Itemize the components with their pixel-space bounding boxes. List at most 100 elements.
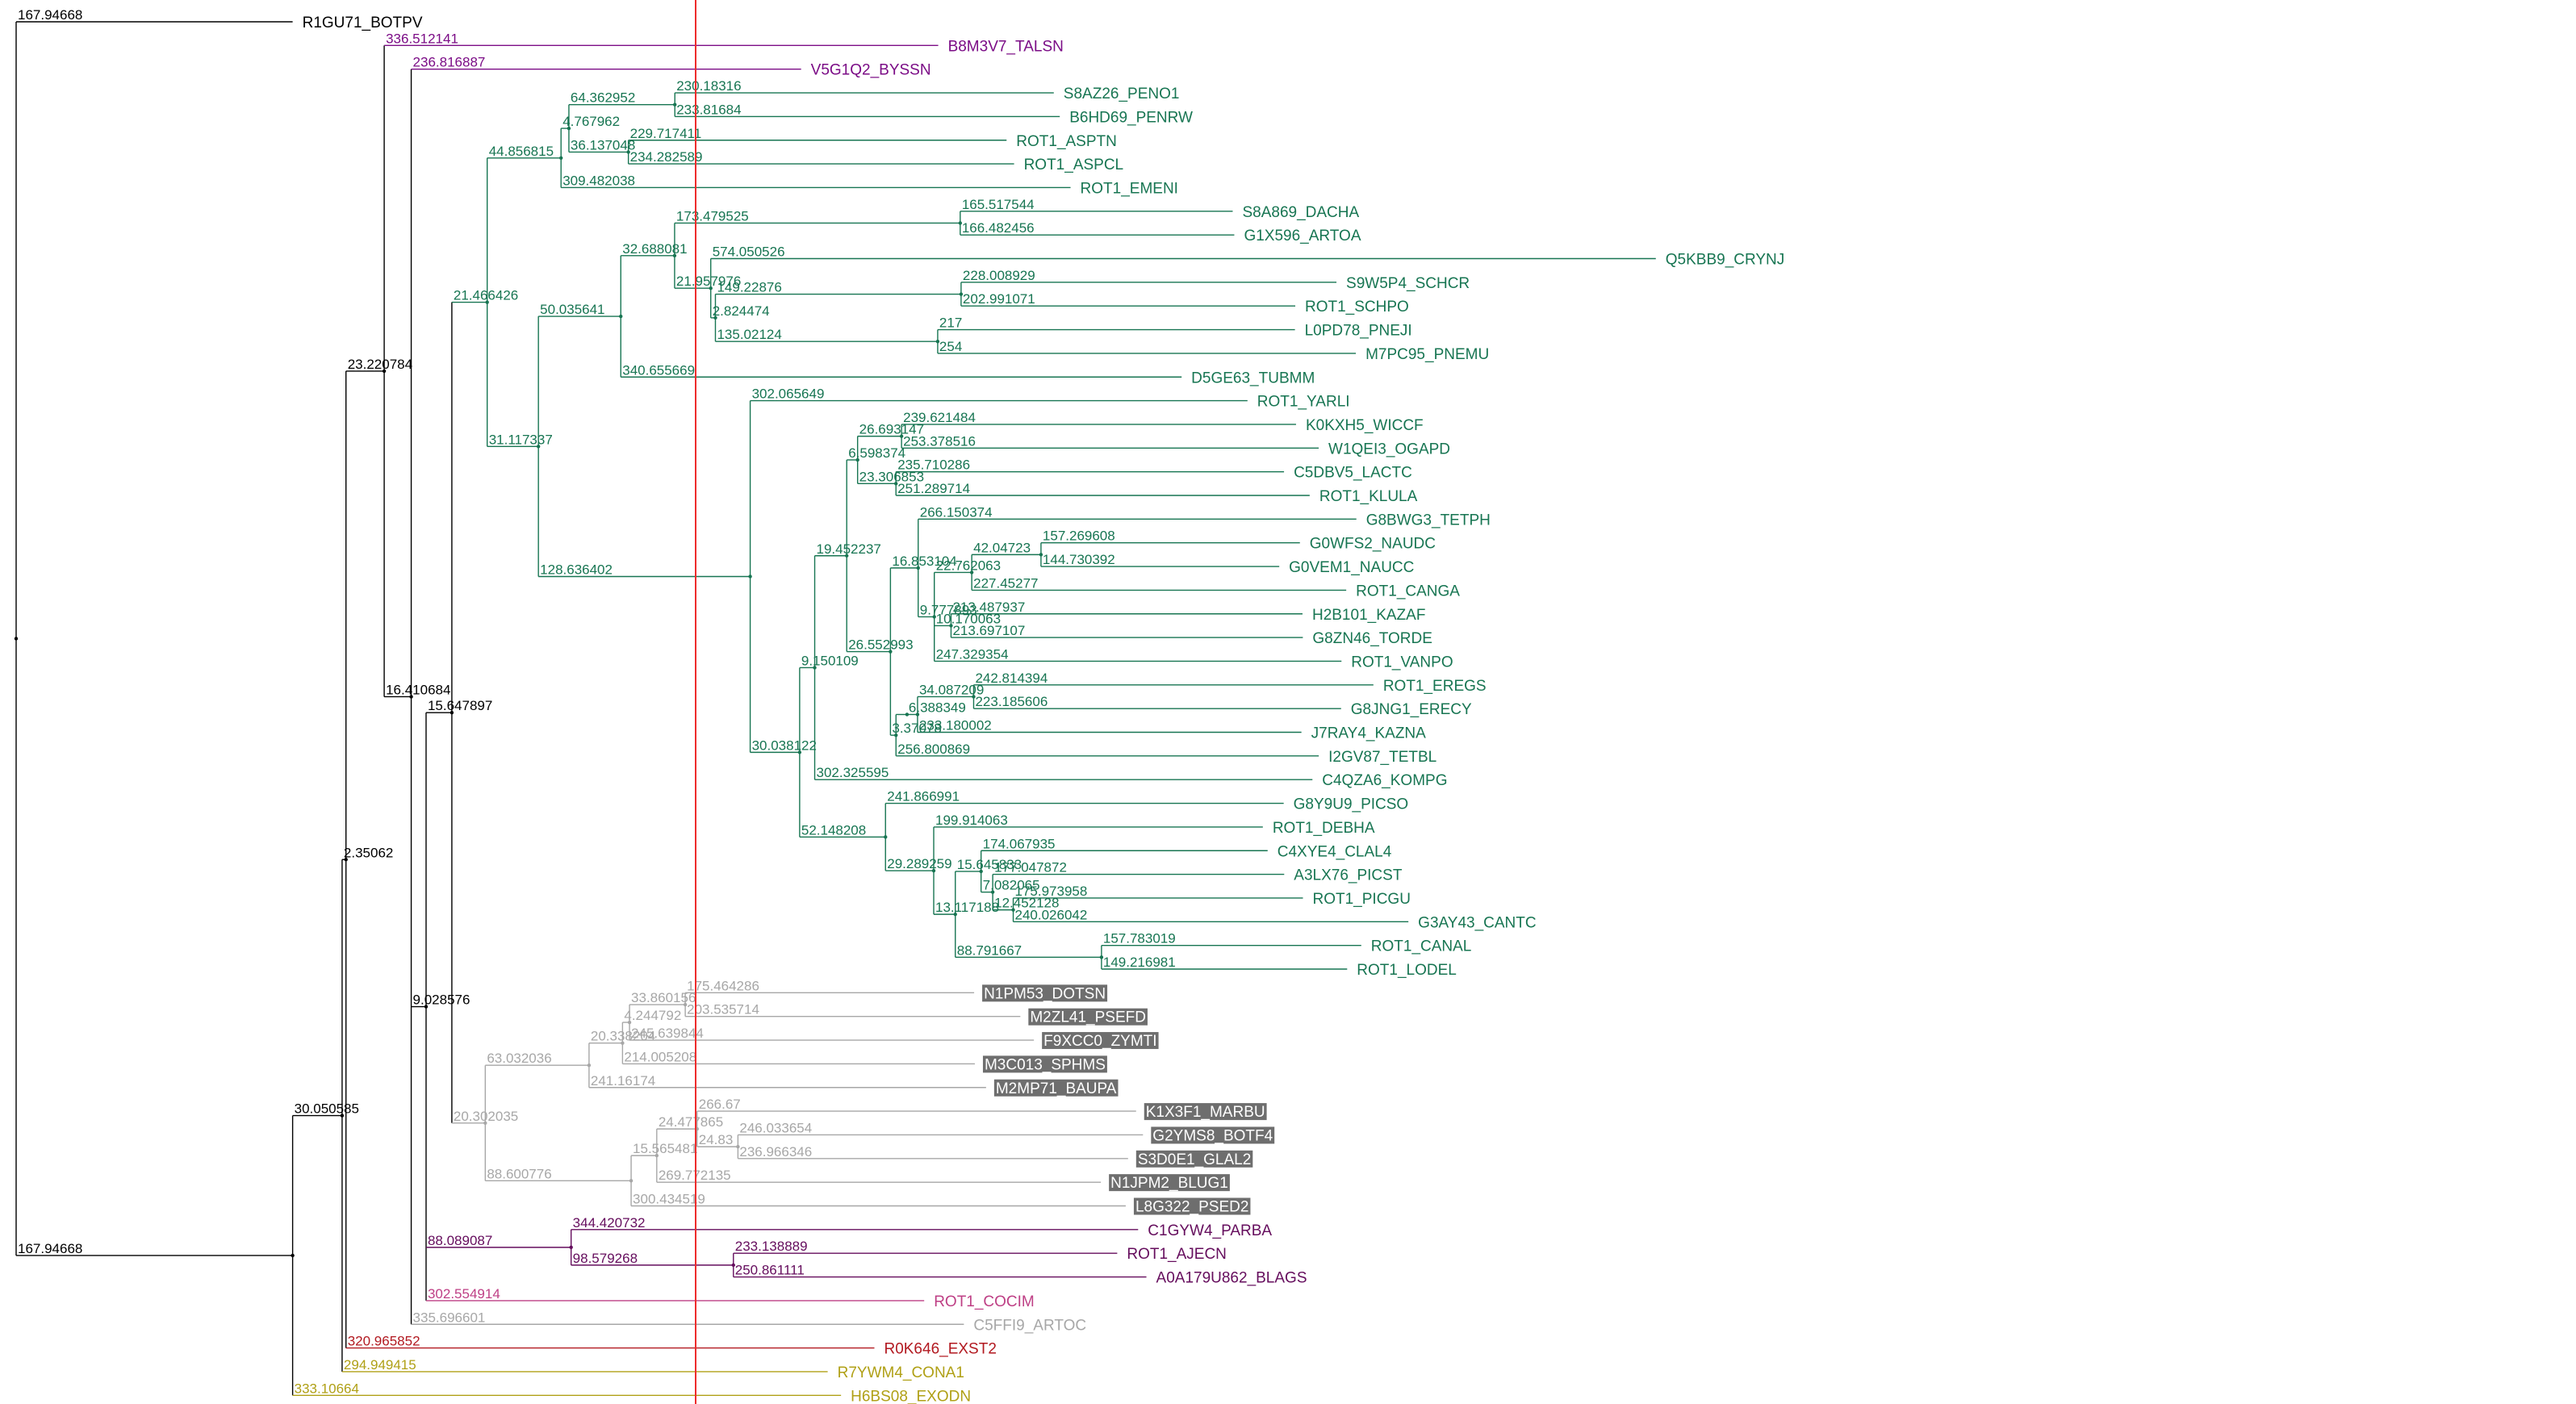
branch-length-label: 2.35062 bbox=[344, 845, 393, 860]
leaf-name[interactable]: M2ZL41_PSEFD bbox=[1030, 1009, 1146, 1026]
branch-length-label: 9.777893 bbox=[920, 602, 977, 617]
internal-node bbox=[931, 868, 936, 873]
leaf-name[interactable]: B6HD69_PENRW bbox=[1069, 109, 1193, 126]
leaf-name[interactable]: G8Y9U9_PICSO bbox=[1294, 796, 1409, 813]
internal-node bbox=[797, 750, 802, 754]
leaf-name[interactable]: W1QEI3_OGAPD bbox=[1328, 441, 1450, 458]
leaf-name-box[interactable]: M2MP71_BAUPA bbox=[993, 1079, 1119, 1097]
branch-length-label: 213.697107 bbox=[952, 623, 1025, 638]
leaf-name[interactable]: N1PM53_DOTSN bbox=[984, 985, 1106, 1002]
leaf-name-box[interactable]: G2YMS8_BOTF4 bbox=[1151, 1126, 1275, 1144]
branch-length-label: 320.965852 bbox=[348, 1334, 420, 1349]
leaf-name-box[interactable]: N1PM53_DOTSN bbox=[982, 984, 1108, 1002]
internal-node bbox=[569, 1245, 573, 1250]
leaf-name[interactable]: ROT1_KLULA bbox=[1319, 488, 1418, 505]
leaf-name[interactable]: V5G1Q2_BYSSN bbox=[811, 62, 931, 79]
leaf-name[interactable]: G8ZN46_TORDE bbox=[1312, 630, 1432, 647]
leaf-name[interactable]: C4QZA6_KOMPG bbox=[1322, 772, 1447, 789]
internal-node bbox=[683, 1002, 688, 1007]
branch-length-label: 21.466426 bbox=[454, 288, 518, 303]
leaf-name[interactable]: ROT1_LODEL bbox=[1357, 962, 1457, 979]
leaf-name[interactable]: ROT1_AJECN bbox=[1127, 1246, 1227, 1263]
internal-node bbox=[672, 253, 677, 258]
leaf-name[interactable]: ROT1_VANPO bbox=[1351, 654, 1453, 671]
leaf-name[interactable]: K1X3F1_MARBU bbox=[1146, 1104, 1265, 1121]
leaf-name[interactable]: G0WFS2_NAUDC bbox=[1310, 536, 1436, 553]
branch-length-label: 344.420732 bbox=[573, 1215, 646, 1231]
leaf-name-box[interactable]: M2ZL41_PSEFD bbox=[1028, 1008, 1148, 1026]
branch-length-label: 269.772135 bbox=[659, 1168, 731, 1183]
leaf-name-box[interactable]: M3C013_SPHMS bbox=[982, 1055, 1107, 1073]
leaf-name[interactable]: M7PC95_PNEMU bbox=[1365, 346, 1489, 363]
internal-node bbox=[953, 912, 957, 917]
leaf-name[interactable]: H6BS08_EXODN bbox=[851, 1388, 971, 1404]
leaf-name-box[interactable]: S3D0E1_GLAL2 bbox=[1135, 1150, 1253, 1168]
leaf-name[interactable]: A3LX76_PICST bbox=[1294, 867, 1403, 884]
branch-length-label: 23.220784 bbox=[348, 357, 412, 372]
leaf-name[interactable]: F9XCC0_ZYMTI bbox=[1043, 1033, 1156, 1050]
leaf-name[interactable]: ROT1_ASPTN bbox=[1016, 133, 1117, 150]
branch-length-label: 9.028576 bbox=[413, 992, 470, 1008]
internal-node bbox=[916, 566, 920, 570]
leaf-name[interactable]: N1JPM2_BLUG1 bbox=[1110, 1175, 1228, 1192]
leaf-name[interactable]: R7YWM4_CONA1 bbox=[838, 1364, 964, 1381]
leaf-name[interactable]: G2YMS8_BOTF4 bbox=[1152, 1127, 1273, 1144]
leaf-name[interactable]: M2MP71_BAUPA bbox=[996, 1080, 1117, 1097]
leaf-name[interactable]: ROT1_PICGU bbox=[1313, 891, 1411, 908]
leaf-name[interactable]: R1GU71_BOTPV bbox=[303, 15, 423, 31]
leaf-name-box[interactable]: F9XCC0_ZYMTI bbox=[1042, 1032, 1159, 1050]
leaf-name[interactable]: L0PD78_PNEJI bbox=[1305, 323, 1412, 340]
leaf-name[interactable]: ROT1_CANGA bbox=[1356, 583, 1460, 600]
branch-length-label: 22.762063 bbox=[936, 558, 1001, 573]
leaf-name[interactable]: Q5KBB9_CRYNJ bbox=[1666, 252, 1785, 269]
leaf-name[interactable]: G8JNG1_ERECY bbox=[1351, 701, 1472, 718]
leaf-name[interactable]: K0KXH5_WICCF bbox=[1306, 417, 1424, 434]
leaf-name[interactable]: ROT1_EREGS bbox=[1383, 678, 1487, 695]
branch-length-label: 251.289714 bbox=[897, 481, 970, 496]
leaf-name[interactable]: G0VEM1_NAUCC bbox=[1289, 559, 1414, 576]
leaf-name[interactable]: C1GYW4_PARBA bbox=[1148, 1222, 1272, 1239]
internal-node bbox=[485, 300, 489, 304]
internal-node bbox=[736, 1144, 740, 1149]
internal-node bbox=[14, 637, 19, 641]
leaf-name[interactable]: A0A179U862_BLAGS bbox=[1156, 1270, 1307, 1287]
leaf-name[interactable]: ROT1_SCHPO bbox=[1305, 299, 1409, 315]
leaf-name[interactable]: G8BWG3_TETPH bbox=[1366, 512, 1491, 529]
leaf-name[interactable]: D5GE63_TUBMM bbox=[1191, 370, 1315, 387]
leaf-name[interactable]: S8A869_DACHA bbox=[1242, 204, 1359, 221]
branch-length-label: 202.991071 bbox=[963, 291, 1035, 307]
leaf-name[interactable]: ROT1_COCIM bbox=[934, 1293, 1035, 1310]
leaf-name[interactable]: C4XYE4_CLAL4 bbox=[1278, 843, 1392, 860]
leaf-name[interactable]: B8M3V7_TALSN bbox=[948, 38, 1064, 55]
leaf-name[interactable]: S8AZ26_PENO1 bbox=[1064, 86, 1180, 102]
leaf-name[interactable]: ROT1_CANAL bbox=[1371, 938, 1472, 955]
leaf-name[interactable]: M3C013_SPHMS bbox=[985, 1056, 1106, 1073]
leaf-name[interactable]: J7RAY4_KAZNA bbox=[1311, 725, 1427, 742]
leaf-name[interactable]: I2GV87_TETBL bbox=[1328, 749, 1436, 766]
leaf-name[interactable]: S9W5P4_SCHCR bbox=[1346, 275, 1470, 292]
branch-length-label: 13.117188 bbox=[935, 900, 999, 915]
leaf-name[interactable]: G1X596_ARTOA bbox=[1244, 228, 1361, 244]
branch-length-label: 157.269608 bbox=[1043, 529, 1115, 544]
leaf-name[interactable]: H2B101_KAZAF bbox=[1312, 607, 1425, 624]
leaf-name[interactable]: C5FFI9_ARTOC bbox=[973, 1317, 1086, 1334]
branch-length-label: 335.696601 bbox=[413, 1310, 486, 1325]
leaf-name[interactable]: ROT1_EMENI bbox=[1081, 180, 1178, 197]
leaf-name[interactable]: L8G322_PSED2 bbox=[1135, 1199, 1249, 1216]
internal-node bbox=[709, 286, 713, 290]
internal-node bbox=[654, 1153, 659, 1158]
leaf-name[interactable]: ROT1_ASPCL bbox=[1024, 157, 1124, 173]
leaf-name-box[interactable]: L8G322_PSED2 bbox=[1133, 1197, 1251, 1216]
leaf-name[interactable]: G3AY43_CANTC bbox=[1418, 914, 1536, 931]
leaf-name[interactable]: R0K646_EXST2 bbox=[884, 1341, 996, 1358]
tree-labels: 167.94668 R1GU71_BOTPV 167.94668 30.050585 2… bbox=[18, 7, 1784, 1404]
branch-length-label: 250.861111 bbox=[735, 1263, 805, 1278]
leaf-name-box[interactable]: K1X3F1_MARBU bbox=[1144, 1103, 1267, 1121]
leaf-name[interactable]: C5DBV5_LACTC bbox=[1294, 465, 1412, 482]
leaf-name[interactable]: ROT1_YARLI bbox=[1257, 394, 1350, 411]
leaf-name[interactable]: ROT1_DEBHA bbox=[1273, 820, 1375, 837]
leaf-name[interactable]: S3D0E1_GLAL2 bbox=[1138, 1151, 1252, 1168]
leaf-highlight bbox=[982, 1055, 1107, 1073]
branch-length-label: 88.791667 bbox=[957, 942, 1022, 958]
leaf-name-box[interactable]: N1JPM2_BLUG1 bbox=[1109, 1174, 1230, 1192]
